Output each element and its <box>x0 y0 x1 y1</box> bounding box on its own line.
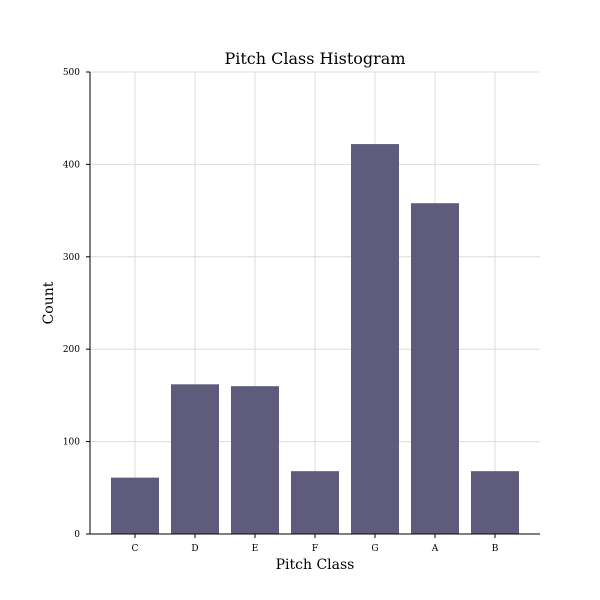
bar-C <box>111 477 159 534</box>
y-tick-label: 0 <box>74 530 80 540</box>
x-tick-label: E <box>252 544 259 554</box>
grid-lines <box>90 71 540 534</box>
y-axis-label: Count <box>41 281 57 324</box>
bars-group <box>111 144 519 534</box>
x-tick-label: G <box>371 544 378 554</box>
y-ticks-group: 0 100 200 300 400 500 <box>63 68 90 540</box>
x-tick-label: F <box>312 544 318 554</box>
y-tick-label: 300 <box>63 253 80 263</box>
bar-A <box>411 203 459 534</box>
x-tick-label: D <box>191 544 198 554</box>
chart-title: Pitch Class Histogram <box>224 49 405 68</box>
bar-B <box>471 471 519 534</box>
x-tick-label: B <box>492 544 499 554</box>
bar-F <box>291 471 339 534</box>
x-tick-label: C <box>132 544 139 554</box>
x-axis-label: Pitch Class <box>276 557 355 573</box>
y-tick-label: 200 <box>63 345 80 355</box>
x-tick-label: A <box>431 544 439 554</box>
bar-D <box>171 384 219 534</box>
y-tick-label: 100 <box>63 438 80 448</box>
bar-E <box>231 386 279 534</box>
bar-G <box>351 144 399 534</box>
y-tick-label: 400 <box>63 160 80 170</box>
y-tick-label: 500 <box>63 68 80 78</box>
